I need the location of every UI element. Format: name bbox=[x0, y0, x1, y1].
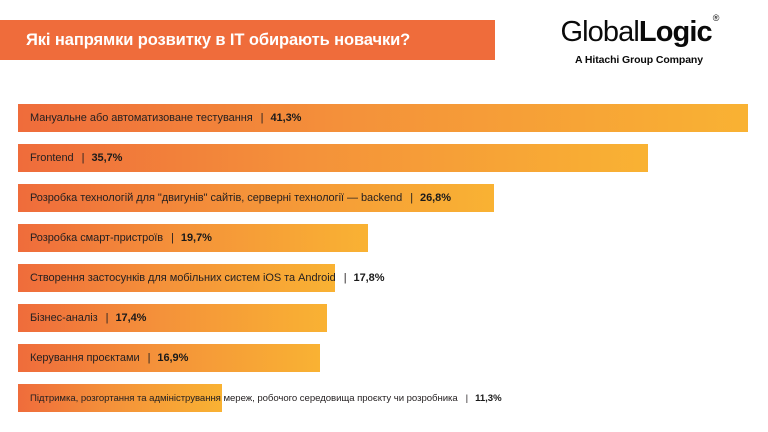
bar-row: Розробка смарт-пристроїв | 19,7% bbox=[18, 224, 368, 252]
title-banner: Які напрямки розвитку в IT обирають нова… bbox=[0, 20, 495, 60]
bar-separator: | bbox=[81, 152, 85, 164]
bar-fill bbox=[18, 144, 648, 172]
bar-separator: | bbox=[343, 272, 347, 284]
bar-fill bbox=[18, 344, 320, 372]
bar-label: Розробка смарт-пристроїв | 19,7% bbox=[18, 232, 212, 244]
bar-label: Мануальне або автоматизоване тестування |… bbox=[18, 112, 301, 124]
bar-category-text: Підтримка, розгортання та адмініструванн… bbox=[30, 392, 458, 404]
bar-category-text: Frontend bbox=[30, 152, 74, 164]
bar-label: Створення застосунків для мобільних сист… bbox=[18, 272, 385, 284]
bar-row: Frontend | 35,7% bbox=[18, 144, 648, 172]
bar-fill bbox=[18, 384, 222, 412]
bar-row: Мануальне або автоматизоване тестування |… bbox=[18, 104, 748, 132]
bar-value-text: 16,9% bbox=[157, 352, 189, 364]
bar-separator: | bbox=[465, 392, 469, 404]
bar-category-text: Розробка технологій для "двигунів" сайті… bbox=[30, 192, 403, 204]
logo-word-global: Global bbox=[560, 16, 639, 48]
bar-label: Розробка технологій для "двигунів" сайті… bbox=[18, 192, 451, 204]
header: Які напрямки розвитку в IT обирають нова… bbox=[0, 0, 768, 92]
bar-fill bbox=[18, 264, 335, 292]
bar-separator: | bbox=[105, 312, 109, 324]
bar-label: Frontend | 35,7% bbox=[18, 152, 122, 164]
bar-separator: | bbox=[147, 352, 151, 364]
bar-fill bbox=[18, 224, 368, 252]
bar-category-text: Керування проєктами bbox=[30, 352, 140, 364]
bar-row: Створення застосунків для мобільних сист… bbox=[18, 264, 385, 292]
bar-separator: | bbox=[171, 232, 174, 244]
bar-value-text: 17,8% bbox=[353, 272, 385, 284]
horizontal-bar-chart: Мануальне або автоматизоване тестування |… bbox=[0, 92, 768, 432]
bar-separator: | bbox=[410, 192, 414, 204]
bar-value-text: 26,8% bbox=[420, 192, 451, 204]
bar-row: Розробка технологій для "двигунів" сайті… bbox=[18, 184, 494, 212]
bar-value-text: 19,7% bbox=[180, 232, 212, 244]
bar-category-text: Розробка смарт-пристроїв bbox=[30, 232, 164, 244]
bar-value-text: 17,4% bbox=[115, 312, 147, 324]
bar-category-text: Бізнес-аналіз bbox=[30, 312, 98, 324]
bar-value-text: 11,3% bbox=[475, 392, 502, 404]
logo-word-logic: Logic bbox=[638, 16, 713, 48]
page-title: Які напрямки розвитку в IT обирають нова… bbox=[26, 30, 411, 49]
bar-fill bbox=[18, 104, 748, 132]
bar-label: Керування проєктами | 16,9% bbox=[18, 352, 188, 364]
bar-fill bbox=[18, 304, 327, 332]
bar-row: Бізнес-аналіз | 17,4% bbox=[18, 304, 327, 332]
bar-label: Підтримка, розгортання та адмініструванн… bbox=[18, 393, 502, 404]
bar-row: Підтримка, розгортання та адмініструванн… bbox=[18, 384, 502, 412]
logo-tagline: A Hitachi Group Company bbox=[575, 54, 703, 66]
bar-fill bbox=[18, 184, 494, 212]
logo-wordmark: GlobalLogic® bbox=[560, 14, 719, 48]
bar-label: Бізнес-аналіз | 17,4% bbox=[18, 312, 146, 324]
bar-category-text: Мануальне або автоматизоване тестування bbox=[30, 112, 253, 124]
bar-category-text: Створення застосунків для мобільних сист… bbox=[30, 272, 336, 284]
registered-trademark-icon: ® bbox=[712, 13, 720, 24]
globallogic-logo: GlobalLogic® A Hitachi Group Company bbox=[534, 14, 744, 66]
bar-value-text: 35,7% bbox=[91, 152, 123, 164]
bar-separator: | bbox=[260, 112, 264, 124]
bar-value-text: 41,3% bbox=[270, 112, 302, 124]
bar-row: Керування проєктами | 16,9% bbox=[18, 344, 320, 372]
